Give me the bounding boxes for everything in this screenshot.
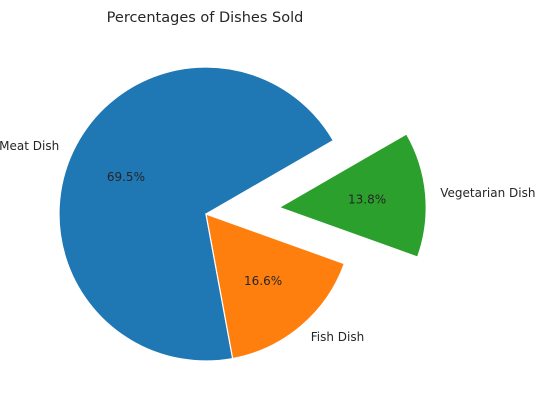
- pie-labels: 69.5% Meat Dish 16.6% Fish Dish 13.8% Vegetar…: [0, 139, 535, 344]
- pie-slice-fish-dish: [205, 213, 346, 360]
- pie-slices: [58, 66, 427, 362]
- chart-title: Percentages of Dishes Sold: [107, 10, 304, 26]
- pie-slice-vegetarian-dish: [277, 133, 427, 258]
- pie-slice-meat-dish: [58, 66, 335, 362]
- slice-label-vegetarian-dish: Vegetarian Dish: [440, 186, 535, 200]
- pct-label-vegetarian-dish: 13.8%: [348, 193, 386, 207]
- pct-label-fish-dish: 16.6%: [244, 274, 282, 288]
- slice-label-fish-dish: Fish Dish: [311, 330, 364, 344]
- slice-label-meat-dish: Meat Dish: [0, 139, 59, 153]
- pct-label-meat-dish: 69.5%: [107, 170, 145, 184]
